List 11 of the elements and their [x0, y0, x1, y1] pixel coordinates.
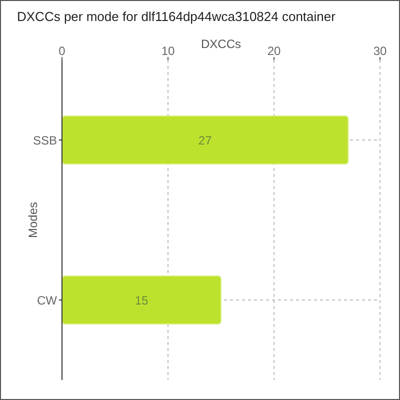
y-tick-label: CW — [37, 293, 58, 308]
chart-title: DXCCs per mode for dlf1164dp44wca310824 container — [17, 9, 336, 24]
y-tick-label: SSB — [32, 133, 57, 148]
x-tick-label: 10 — [161, 44, 175, 58]
data-label: 27 — [198, 133, 212, 148]
x-tick-label: 20 — [267, 44, 281, 58]
data-label: 15 — [134, 293, 148, 308]
x-tick-label: 30 — [373, 44, 387, 58]
x-axis-title: DXCCs — [200, 37, 242, 52]
x-tick-label: 0 — [58, 44, 66, 58]
y-axis-title: Modes — [26, 202, 40, 238]
